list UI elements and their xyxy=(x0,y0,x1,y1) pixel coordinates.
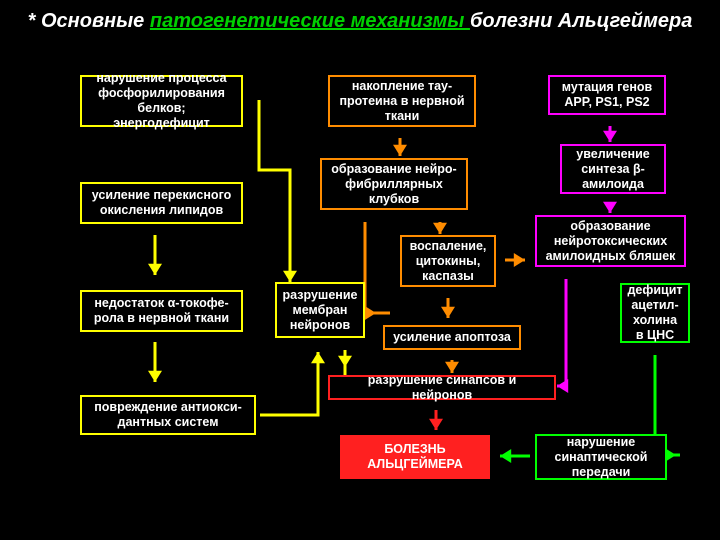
box-phosph: нарушение процесса фосфорилирования белк… xyxy=(80,75,243,127)
box-lipid: усиление перекисного окисления липидов xyxy=(80,182,243,224)
box-disease: БОЛЕЗНЬ АЛЬЦГЕЙМЕРА xyxy=(340,435,490,479)
box-mut: мутация генов APP, PS1, PS2 xyxy=(548,75,666,115)
box-tocoph: недостаток α-токофе-рола в нервной ткани xyxy=(80,290,243,332)
box-apopt: усиление апоптоза xyxy=(383,325,521,350)
title-suffix: болезни Альцгеймера xyxy=(470,10,692,32)
box-membr: разрушение мембран нейронов xyxy=(275,282,365,338)
box-fibr: образование нейро-фибриллярных клубков xyxy=(320,158,468,210)
box-syntrans: нарушение синаптической передачи xyxy=(535,434,667,480)
title-mid: патогенетические механизмы xyxy=(150,10,470,32)
diagram-title: * Основные патогенетические механизмы бо… xyxy=(0,10,720,33)
box-amysynth: увеличение синтеза β-амилоида xyxy=(560,144,666,194)
box-tau: накопление тау-протеина в нервной ткани xyxy=(328,75,476,127)
box-ach: дефицит ацетил-холина в ЦНС xyxy=(620,283,690,343)
box-synneur: разрушение синапсов и нейронов xyxy=(328,375,556,400)
box-plaque: образование нейротоксических амилоидных … xyxy=(535,215,686,267)
title-prefix: * Основные xyxy=(28,10,150,32)
box-antiox: повреждение антиокси-дантных систем xyxy=(80,395,256,435)
box-infl: воспаление, цитокины, каспазы xyxy=(400,235,496,287)
